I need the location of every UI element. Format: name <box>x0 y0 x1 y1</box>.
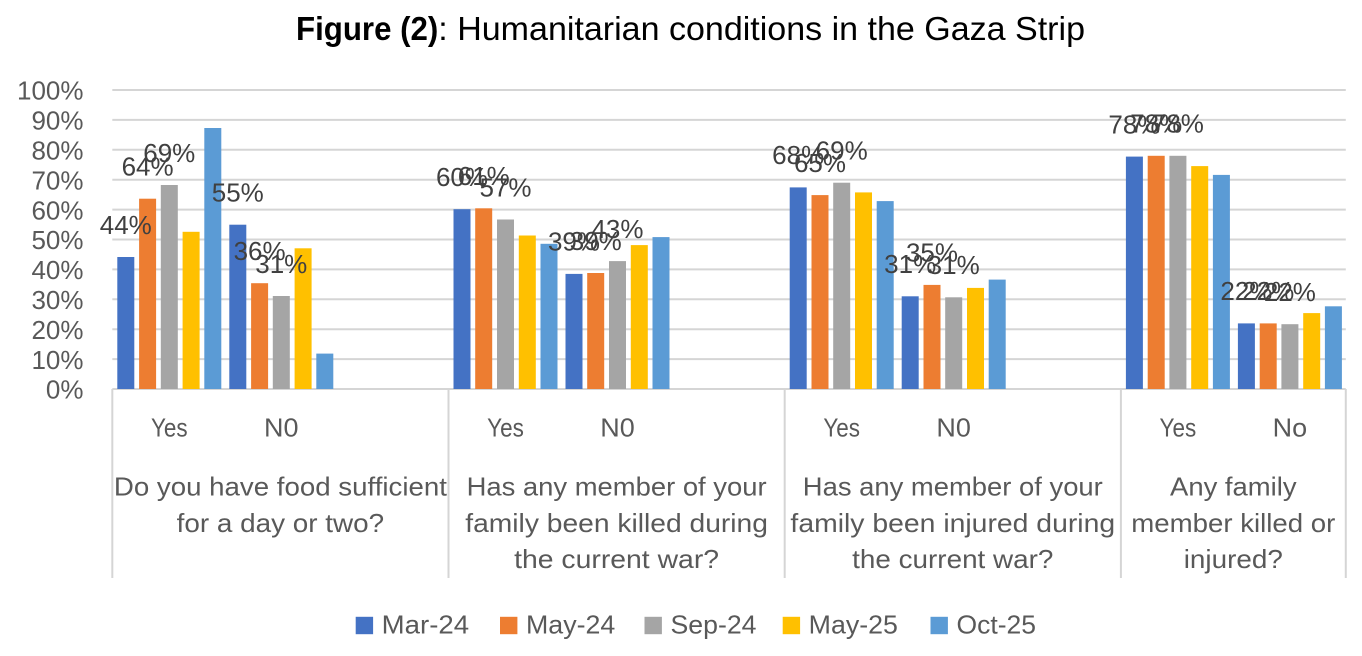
svg-text:90%: 90% <box>31 106 83 136</box>
svg-text:member killed or: member killed or <box>1131 508 1335 538</box>
svg-text:injured?: injured? <box>1184 544 1283 574</box>
svg-text:50%: 50% <box>31 225 83 255</box>
svg-text:the current war?: the current war? <box>514 544 719 574</box>
svg-text:for a day or two?: for a day or two? <box>177 508 385 538</box>
svg-text:N0: N0 <box>936 413 971 443</box>
svg-text:78%: 78% <box>1130 109 1182 139</box>
svg-text:100%: 100% <box>17 76 84 106</box>
svg-text:80%: 80% <box>31 136 83 166</box>
svg-text:35%: 35% <box>906 238 958 268</box>
svg-text:78%: 78% <box>1108 109 1160 139</box>
svg-text:69%: 69% <box>816 136 868 166</box>
svg-text:60%: 60% <box>31 195 83 225</box>
svg-text:39%: 39% <box>570 226 622 256</box>
svg-text:68%: 68% <box>772 140 824 170</box>
svg-text:Any family: Any family <box>1170 472 1297 502</box>
svg-text:22%: 22% <box>1220 276 1272 306</box>
svg-text:55%: 55% <box>212 178 264 208</box>
svg-text:31%: 31% <box>255 249 307 279</box>
svg-text:43%: 43% <box>591 214 643 244</box>
svg-text:N0: N0 <box>600 413 635 443</box>
svg-text:44%: 44% <box>100 210 152 240</box>
svg-text:39%: 39% <box>548 227 600 257</box>
svg-text:family been injured during: family been injured during <box>790 508 1115 538</box>
svg-text:10%: 10% <box>31 345 83 375</box>
svg-text:the current war?: the current war? <box>852 544 1053 574</box>
svg-text:40%: 40% <box>31 255 83 285</box>
svg-text:family been killed during: family been killed during <box>465 508 768 538</box>
svg-text:No: No <box>1273 413 1308 443</box>
svg-text:Yes: Yes <box>1160 413 1197 443</box>
svg-text:70%: 70% <box>31 165 83 195</box>
svg-text:64%: 64% <box>122 152 174 182</box>
svg-text:Yes: Yes <box>151 413 188 443</box>
svg-text:May-24: May-24 <box>526 610 615 640</box>
svg-text:Yes: Yes <box>823 413 860 443</box>
svg-text:Do you have food sufficient: Do you have food sufficient <box>114 472 448 502</box>
svg-text:60%: 60% <box>436 162 488 192</box>
svg-text:May-25: May-25 <box>809 610 898 640</box>
svg-text:0%: 0% <box>46 375 84 405</box>
svg-text:22%: 22% <box>1264 277 1316 307</box>
svg-text:Mar-24: Mar-24 <box>382 610 469 640</box>
svg-text:Sep-24: Sep-24 <box>671 610 757 640</box>
svg-text:22%: 22% <box>1242 276 1294 306</box>
svg-text:Figure (2): Figure (2) <box>296 10 438 47</box>
svg-text:Has any member of your: Has any member of your <box>803 472 1103 502</box>
svg-text:61%: 61% <box>458 161 510 191</box>
svg-text:Has any member of your: Has any member of your <box>467 472 767 502</box>
svg-text:31%: 31% <box>884 249 936 279</box>
svg-text:78%: 78% <box>1152 109 1204 139</box>
svg-text:65%: 65% <box>794 148 846 178</box>
svg-text:Oct-25: Oct-25 <box>957 610 1037 640</box>
svg-text:N0: N0 <box>264 413 299 443</box>
svg-text:69%: 69% <box>143 138 195 168</box>
svg-text:Yes: Yes <box>487 413 524 443</box>
svg-text:31%: 31% <box>928 250 980 280</box>
svg-text:30%: 30% <box>31 285 83 315</box>
svg-text:: Humanitarian conditions in t: : Humanitarian conditions in the Gaza St… <box>438 10 1085 47</box>
svg-text:20%: 20% <box>31 315 83 345</box>
svg-text:57%: 57% <box>479 172 531 202</box>
svg-text:36%: 36% <box>234 236 286 266</box>
